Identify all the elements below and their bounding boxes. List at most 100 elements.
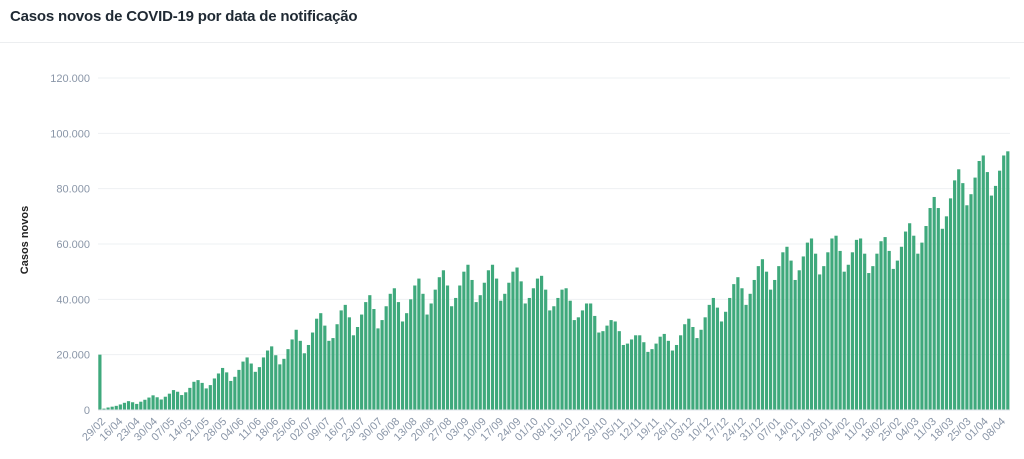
- bar[interactable]: [106, 407, 110, 410]
- bar[interactable]: [912, 235, 916, 410]
- bar[interactable]: [908, 223, 912, 410]
- bar[interactable]: [777, 266, 781, 410]
- bar[interactable]: [805, 242, 810, 410]
- bar[interactable]: [396, 302, 401, 410]
- bar[interactable]: [421, 293, 425, 410]
- bar[interactable]: [666, 340, 670, 410]
- bar[interactable]: [981, 155, 985, 410]
- bar[interactable]: [114, 405, 118, 410]
- bar[interactable]: [388, 293, 392, 410]
- bar[interactable]: [433, 289, 437, 410]
- bar[interactable]: [270, 346, 274, 410]
- bar[interactable]: [204, 388, 208, 410]
- bar[interactable]: [601, 331, 605, 410]
- bar[interactable]: [658, 336, 662, 410]
- bar[interactable]: [736, 277, 740, 410]
- bar[interactable]: [282, 358, 286, 410]
- bar[interactable]: [98, 354, 102, 410]
- bar[interactable]: [225, 372, 229, 410]
- bar[interactable]: [478, 295, 482, 410]
- bar[interactable]: [265, 350, 270, 410]
- bar[interactable]: [454, 297, 458, 410]
- bar[interactable]: [159, 399, 163, 410]
- bar[interactable]: [703, 317, 707, 410]
- bar[interactable]: [102, 408, 106, 410]
- bar[interactable]: [237, 369, 241, 410]
- bar[interactable]: [760, 259, 765, 410]
- bar[interactable]: [552, 306, 556, 410]
- bar[interactable]: [634, 335, 638, 410]
- bar[interactable]: [249, 363, 253, 410]
- bar[interactable]: [118, 404, 122, 410]
- bar[interactable]: [756, 266, 760, 410]
- bar[interactable]: [122, 402, 127, 410]
- bar[interactable]: [372, 309, 376, 410]
- bar[interactable]: [274, 355, 278, 410]
- bar[interactable]: [139, 401, 143, 410]
- bar[interactable]: [126, 401, 131, 410]
- bar[interactable]: [961, 183, 965, 410]
- bar[interactable]: [495, 278, 499, 410]
- bar[interactable]: [392, 288, 396, 410]
- bar[interactable]: [850, 252, 854, 410]
- bar[interactable]: [368, 295, 372, 410]
- bar[interactable]: [916, 253, 920, 410]
- bar[interactable]: [441, 270, 446, 410]
- bar[interactable]: [429, 303, 433, 410]
- bar[interactable]: [625, 343, 630, 410]
- bar[interactable]: [245, 357, 249, 410]
- bar[interactable]: [944, 216, 949, 410]
- bar[interactable]: [417, 278, 421, 410]
- bar[interactable]: [613, 321, 617, 410]
- bar[interactable]: [188, 387, 192, 410]
- bar[interactable]: [560, 289, 564, 410]
- bar[interactable]: [679, 335, 683, 410]
- bar[interactable]: [814, 253, 818, 410]
- bar[interactable]: [785, 246, 789, 410]
- bar[interactable]: [515, 267, 519, 410]
- bar[interactable]: [834, 235, 838, 410]
- bar[interactable]: [523, 303, 527, 410]
- bar[interactable]: [744, 304, 748, 410]
- bar[interactable]: [903, 231, 908, 410]
- bar[interactable]: [233, 376, 237, 410]
- bar[interactable]: [793, 279, 797, 410]
- bar[interactable]: [531, 288, 535, 410]
- bar[interactable]: [503, 293, 507, 410]
- bar[interactable]: [380, 320, 384, 410]
- bar[interactable]: [936, 208, 940, 410]
- bar[interactable]: [564, 288, 568, 410]
- bar[interactable]: [323, 325, 327, 410]
- bar[interactable]: [748, 293, 752, 410]
- bar[interactable]: [1002, 155, 1006, 410]
- bar[interactable]: [695, 338, 699, 410]
- bar[interactable]: [335, 324, 339, 410]
- bar[interactable]: [584, 303, 589, 410]
- bar[interactable]: [707, 304, 711, 410]
- bar[interactable]: [200, 382, 204, 410]
- bar[interactable]: [940, 228, 944, 410]
- bar[interactable]: [728, 297, 732, 410]
- bar[interactable]: [822, 266, 826, 410]
- bar[interactable]: [351, 335, 356, 410]
- bar[interactable]: [425, 314, 429, 410]
- bar[interactable]: [842, 271, 846, 410]
- bar[interactable]: [445, 285, 450, 411]
- bar[interactable]: [920, 242, 924, 410]
- bar[interactable]: [899, 246, 904, 410]
- bar[interactable]: [405, 313, 409, 410]
- bar[interactable]: [360, 314, 364, 410]
- bar[interactable]: [854, 239, 859, 410]
- bar[interactable]: [818, 274, 822, 410]
- bar[interactable]: [724, 311, 728, 410]
- bar[interactable]: [781, 252, 785, 410]
- bar[interactable]: [241, 361, 245, 410]
- bar[interactable]: [413, 285, 417, 411]
- bar[interactable]: [286, 349, 290, 410]
- bar[interactable]: [315, 318, 319, 410]
- bar[interactable]: [732, 284, 736, 410]
- bar[interactable]: [572, 320, 576, 410]
- bar[interactable]: [176, 391, 180, 410]
- bar[interactable]: [151, 395, 155, 410]
- bar[interactable]: [180, 395, 184, 410]
